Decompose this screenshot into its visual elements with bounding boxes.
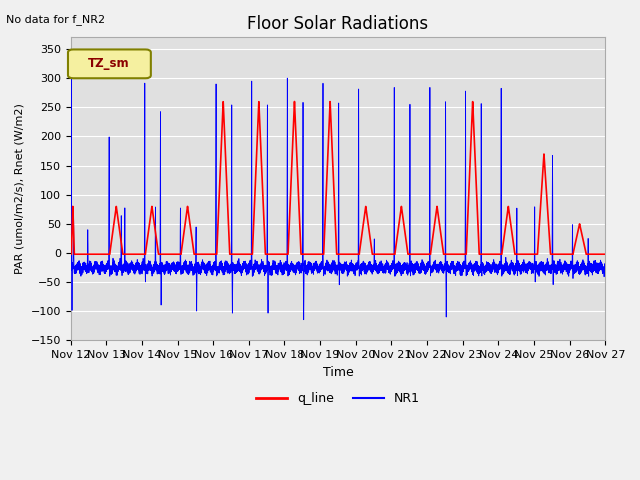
Line: NR1: NR1 [70, 73, 605, 320]
NR1 [67, 261, 74, 267]
Title: Floor Solar Radiations: Floor Solar Radiations [248, 15, 429, 33]
q_line [410, 252, 418, 257]
q_line [450, 252, 458, 257]
q_line [200, 252, 208, 257]
q_line [291, 98, 298, 104]
NR1 [602, 265, 609, 271]
NR1 [450, 266, 458, 272]
NR1 [68, 71, 76, 76]
q_line [567, 252, 575, 257]
q_line [602, 252, 609, 257]
NR1 [320, 271, 328, 276]
NR1 [300, 317, 307, 323]
X-axis label: Time: Time [323, 366, 353, 379]
Y-axis label: PAR (umol/m2/s), Rnet (W/m2): PAR (umol/m2/s), Rnet (W/m2) [15, 104, 25, 275]
NR1 [390, 178, 398, 184]
Text: TZ_sm: TZ_sm [88, 57, 130, 70]
q_line [320, 252, 328, 257]
Line: q_line: q_line [70, 101, 605, 254]
Text: No data for f_NR2: No data for f_NR2 [6, 14, 106, 25]
q_line [67, 252, 74, 257]
NR1 [410, 264, 418, 270]
NR1 [200, 262, 208, 267]
Legend: q_line, NR1: q_line, NR1 [251, 387, 425, 410]
FancyBboxPatch shape [68, 49, 151, 78]
q_line [390, 252, 398, 257]
NR1 [567, 264, 575, 269]
